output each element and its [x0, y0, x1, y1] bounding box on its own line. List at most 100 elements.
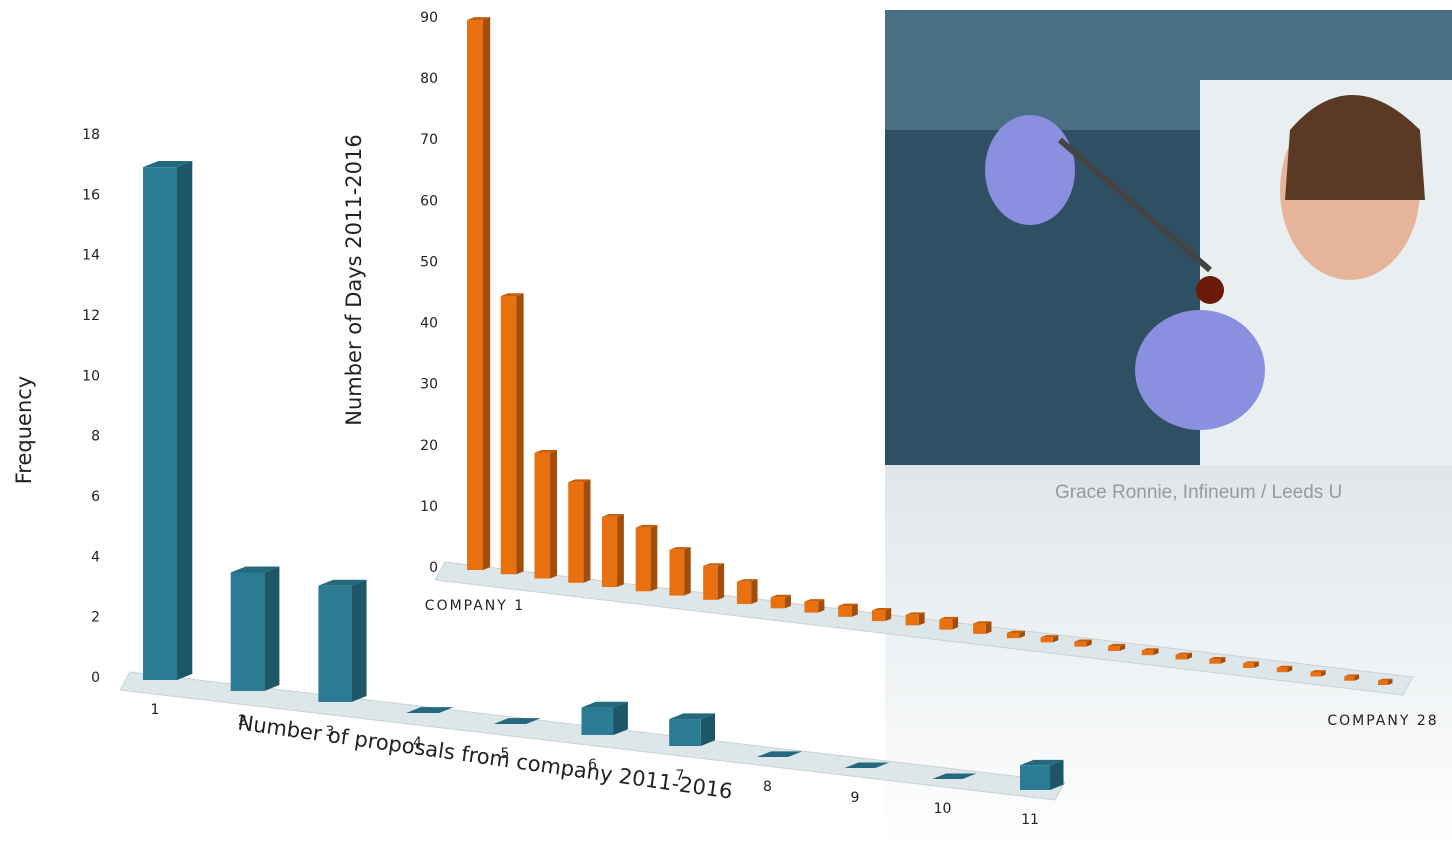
bar [1020, 765, 1050, 790]
bar-top [1108, 643, 1126, 647]
bar-side [1287, 665, 1293, 673]
bar [669, 719, 701, 746]
bar-side [684, 547, 691, 596]
bar-top [1141, 648, 1159, 651]
bar [703, 565, 718, 600]
bar-side [717, 563, 725, 600]
y-tick-label: 70 [420, 132, 438, 148]
bar-top [703, 563, 725, 566]
bar-side [1086, 639, 1092, 647]
y-tick-label: 4 [91, 549, 100, 565]
bar-top [406, 707, 454, 713]
bar [1040, 637, 1053, 643]
bar-side [650, 524, 658, 592]
y-tick-label: 8 [91, 429, 100, 445]
bar-side [516, 293, 524, 575]
bar [1276, 667, 1288, 673]
y-tick-label: 18 [82, 127, 100, 143]
bar-top [467, 17, 491, 20]
bar [1344, 676, 1355, 681]
bar [568, 482, 584, 583]
x-tick-label: 1 [151, 702, 160, 718]
y-tick-label: 50 [420, 254, 438, 270]
bar [905, 614, 919, 626]
bar-side [1052, 635, 1059, 643]
y-tick-label: 12 [82, 308, 100, 324]
bar [1074, 641, 1087, 647]
bar [230, 572, 265, 691]
bar-side [483, 17, 491, 571]
bar-top [1276, 665, 1293, 668]
bar [1108, 646, 1120, 651]
x-tick-label: 8 [763, 779, 772, 795]
y-tick-label: 10 [82, 368, 100, 384]
y-axis-title: Number of Days 2011-2016 [342, 134, 366, 426]
x-tick-label: 3 [326, 724, 335, 740]
bar-side [617, 514, 624, 588]
bar-side [751, 579, 758, 605]
bar-side [784, 594, 791, 609]
bar [635, 527, 651, 592]
bar-side [177, 161, 193, 681]
bar-top [230, 566, 280, 573]
y-tick-label: 90 [420, 10, 438, 26]
bar-top [905, 612, 925, 615]
y-axis-title: Frequency [12, 376, 36, 485]
bar-top [601, 514, 624, 517]
y-tick-label: 0 [91, 670, 100, 686]
bar-top [1310, 670, 1326, 672]
bar [939, 619, 953, 630]
y-tick-label: 60 [420, 193, 438, 209]
x-tick-label: 11 [1021, 812, 1039, 828]
y-tick-label: 10 [420, 499, 438, 515]
y-tick-label: 20 [420, 438, 438, 454]
bar-top [143, 161, 193, 168]
bar [1310, 671, 1321, 677]
x-tick-label: 9 [851, 790, 860, 806]
bar-top [1074, 639, 1092, 642]
bar-side [1253, 661, 1259, 668]
y-tick-label: 16 [82, 187, 100, 203]
bar-top [1040, 635, 1059, 638]
y-tick-label: 40 [420, 316, 438, 332]
bar [500, 296, 517, 575]
bar-top [635, 524, 658, 528]
bar [804, 601, 819, 613]
bar [534, 452, 551, 579]
y-tick-label: 14 [82, 248, 100, 264]
bar-side [985, 621, 992, 634]
bar-side [1050, 759, 1064, 790]
bar [770, 597, 785, 609]
x-tick-label: 10 [934, 801, 952, 817]
bar [467, 20, 483, 570]
bar [1141, 650, 1154, 656]
bar-top [932, 773, 977, 779]
bar-side [1354, 674, 1360, 681]
bar-top [568, 479, 591, 483]
y-tick-label: 0 [429, 560, 438, 576]
bar [973, 623, 986, 634]
bar-top [736, 579, 758, 582]
y-tick-label: 80 [420, 71, 438, 87]
bar-top [844, 762, 890, 768]
bar-side [851, 603, 858, 617]
x-tick-label: 2 [238, 713, 247, 729]
bar-top [756, 751, 803, 757]
bar [601, 516, 618, 588]
bar-top [318, 579, 367, 586]
bar [669, 549, 685, 596]
bar-side [613, 701, 628, 735]
bar-side [583, 479, 591, 583]
x-tick-label: COMPANY 1 [425, 598, 525, 614]
photo-caption: Grace Ronnie, Infineum / Leeds U [1055, 482, 1342, 503]
bar-side [1119, 643, 1126, 651]
bar-top [1378, 678, 1393, 681]
bar-top [804, 599, 825, 602]
bar-side [1186, 652, 1192, 660]
bar-side [351, 579, 367, 702]
x-tick-label: 6 [588, 757, 597, 773]
bar-top [1175, 652, 1192, 655]
bar-top [581, 701, 628, 708]
bar-side [550, 450, 558, 579]
